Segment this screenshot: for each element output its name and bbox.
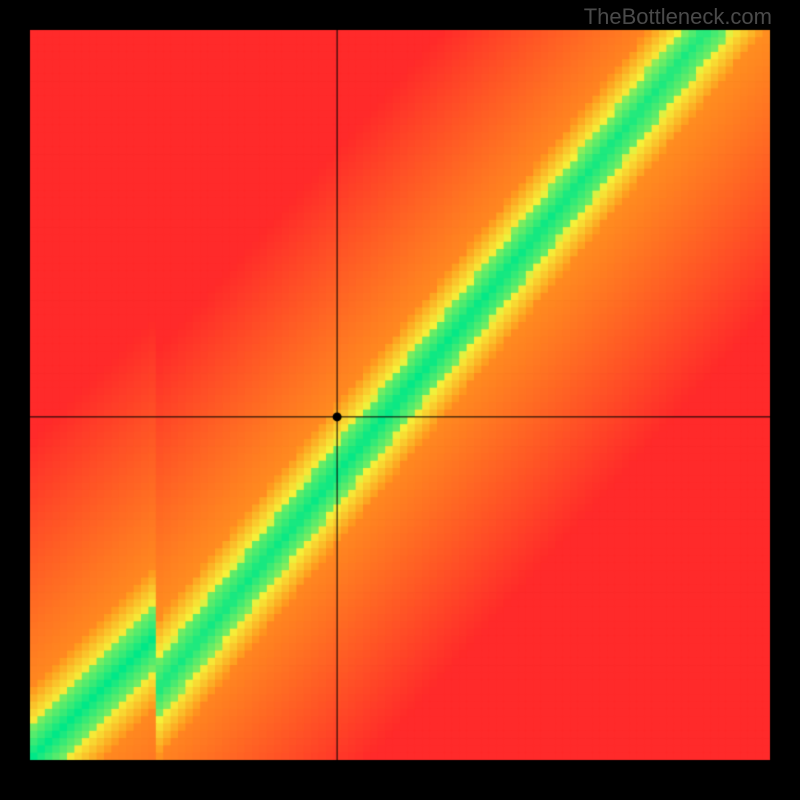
- bottleneck-heatmap: [0, 0, 800, 800]
- chart-container: TheBottleneck.com: [0, 0, 800, 800]
- watermark-text: TheBottleneck.com: [584, 4, 772, 30]
